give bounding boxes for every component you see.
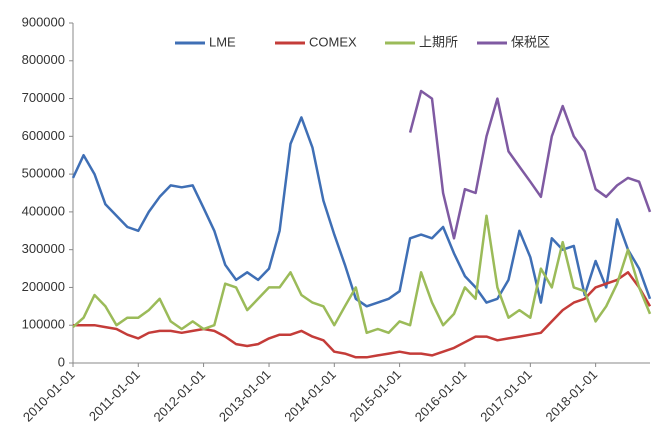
x-tick-label: 2017-01-01	[477, 367, 535, 425]
y-tick-label: 800000	[22, 52, 65, 67]
y-tick-label: 500000	[22, 166, 65, 181]
y-tick-label: 900000	[22, 14, 65, 29]
legend-label: 保税区	[511, 34, 550, 49]
x-tick-label: 2012-01-01	[150, 367, 208, 425]
series-line	[72, 214, 652, 335]
x-tick-label: 2015-01-01	[347, 367, 405, 425]
x-tick-label: 2016-01-01	[412, 367, 470, 425]
y-tick-label: 600000	[22, 128, 65, 143]
series-line	[73, 271, 652, 359]
y-tick-label: 400000	[22, 203, 65, 218]
y-tick-label: 100000	[22, 317, 65, 332]
series-line	[71, 116, 652, 308]
x-tick-label: 2018-01-01	[543, 367, 601, 425]
legend-label: 上期所	[419, 34, 458, 49]
x-tick-label: 2011-01-01	[86, 367, 143, 424]
y-tick-label: 300000	[22, 241, 65, 256]
y-tick-label: 700000	[22, 90, 65, 105]
x-tick-label: 2010-01-01	[20, 367, 78, 425]
y-tick-label: 0	[58, 354, 65, 369]
legend-label: COMEX	[309, 34, 357, 49]
series-line	[408, 89, 652, 240]
y-tick-label: 200000	[22, 279, 65, 294]
legend-label: LME	[209, 34, 236, 49]
x-tick-label: 2014-01-01	[281, 367, 339, 425]
x-tick-label: 2013-01-01	[216, 367, 274, 425]
